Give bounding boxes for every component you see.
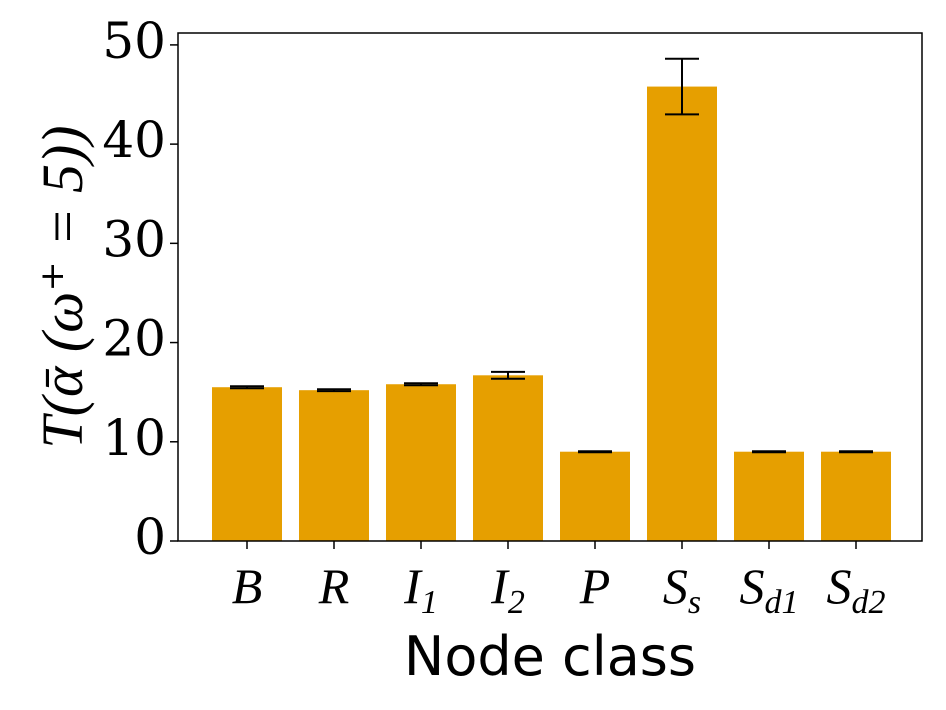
bar (299, 390, 369, 541)
category-name: R (318, 558, 350, 614)
error-bar (230, 385, 264, 390)
bar (734, 451, 804, 541)
y-tick-label: 10 (102, 409, 166, 467)
error-bar (752, 450, 786, 454)
category-name: I (403, 558, 423, 614)
category-subscript: d2 (852, 584, 886, 621)
x-tick-label: B (232, 558, 263, 614)
x-tick-label: I1 (403, 558, 438, 621)
error-bar (317, 388, 351, 393)
x-tick-label: R (318, 558, 350, 614)
x-tick-label: I2 (490, 558, 525, 621)
error-bar (404, 382, 438, 387)
x-axis-label: Node class (404, 625, 696, 688)
x-tick-label: Sd1 (740, 558, 799, 621)
error-bar (839, 450, 873, 454)
category-name: S (740, 558, 765, 614)
category-name: S (827, 558, 852, 614)
category-name: P (579, 558, 611, 614)
x-tick-label: P (579, 558, 611, 614)
category-subscript: d1 (765, 584, 799, 621)
y-tick-label: 20 (102, 310, 166, 368)
bar (647, 86, 717, 541)
bar (473, 375, 543, 541)
error-bar (665, 57, 699, 116)
y-tick-label: 50 (102, 12, 166, 70)
bar (821, 451, 891, 541)
y-axis-label: T(ᾱ (ω⁺ = 5)) (30, 125, 95, 448)
error-bar (578, 450, 612, 454)
y-tick-label: 0 (134, 508, 166, 566)
bar (560, 451, 630, 541)
y-tick-label: 30 (102, 210, 166, 268)
category-subscript: s (688, 584, 701, 621)
category-subscript: 2 (508, 584, 525, 621)
error-bar (491, 370, 525, 380)
y-tick-label: 40 (102, 111, 166, 169)
x-tick-label: Ss (663, 558, 701, 621)
bar (386, 384, 456, 541)
x-tick-label: Sd2 (827, 558, 886, 621)
category-name: S (663, 558, 688, 614)
category-name: B (232, 558, 263, 614)
category-name: I (490, 558, 510, 614)
category-subscript: 1 (421, 584, 438, 621)
plot-frame (177, 32, 923, 542)
bar (212, 387, 282, 541)
